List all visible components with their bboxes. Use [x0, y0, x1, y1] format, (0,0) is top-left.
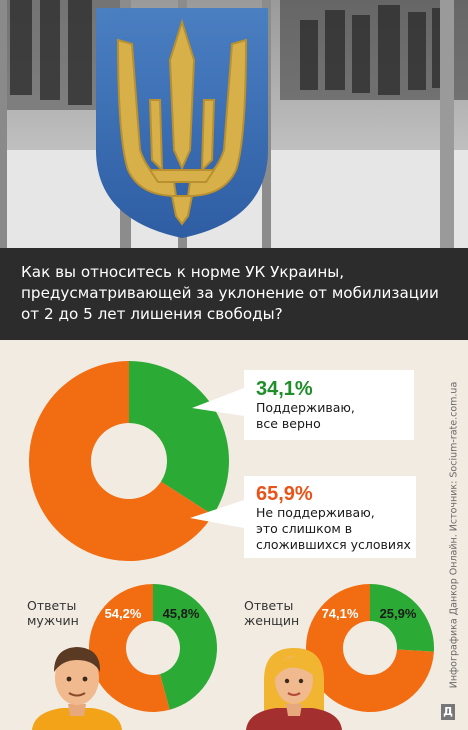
donut-slice-oppose: [28, 360, 214, 561]
callout-pointer-support: [192, 388, 244, 416]
women-donut-slice-support: [370, 584, 434, 652]
women-donut-label-oppose: 74,1%: [322, 606, 359, 621]
men-group-label-line2: мужчин: [27, 613, 79, 628]
callout-support-percent: 34,1%: [256, 378, 313, 400]
callout-oppose: 65,9% Не поддерживаю, это слишком в слож…: [244, 476, 416, 558]
question-banner: Как вы относитесь к норме УК Украины, пр…: [0, 248, 468, 340]
men-donut-slice-support: [153, 584, 217, 710]
header-photo: [0, 0, 468, 248]
women-donut-label-support: 25,9%: [380, 606, 417, 621]
callout-oppose-label-1: Не поддерживаю,: [256, 505, 375, 520]
women-donut-slice-oppose: [305, 584, 434, 712]
women-group-label-line2: женщин: [244, 613, 300, 628]
man-avatar: [32, 647, 122, 730]
brand-logo: Д: [441, 704, 455, 720]
callout-oppose-label-3: сложившихся условиях: [256, 537, 411, 552]
credit-line: Инфографика Данкор Онлайн. Источник: Soc…: [444, 375, 464, 695]
donut-slice-support: [129, 360, 229, 516]
callout-support-label-2: все верно: [256, 416, 321, 431]
callout-oppose-label-2: это слишком в: [256, 521, 353, 536]
callout-pointer-oppose: [190, 500, 244, 528]
men-donut-label-oppose: 54,2%: [105, 606, 142, 621]
callout-oppose-percent: 65,9%: [256, 483, 313, 505]
men-group-label: Ответы мужчин: [27, 598, 79, 628]
men-donut-slice-oppose: [88, 584, 170, 712]
question-text: Как вы относитесь к норме УК Украины, пр…: [21, 263, 439, 323]
callout-support: 34,1% Поддерживаю, все верно: [244, 370, 414, 440]
women-group-label: Ответы женщин: [244, 598, 299, 628]
credit-text: Инфографика Данкор Онлайн. Источник: Soc…: [448, 381, 460, 689]
men-donut-label-support: 45,8%: [163, 606, 200, 621]
women-group-label-line1: Ответы: [244, 598, 294, 613]
men-group-label-line1: Ответы: [27, 598, 77, 613]
woman-avatar: [246, 648, 342, 730]
callout-support-label-1: Поддерживаю,: [256, 400, 355, 415]
